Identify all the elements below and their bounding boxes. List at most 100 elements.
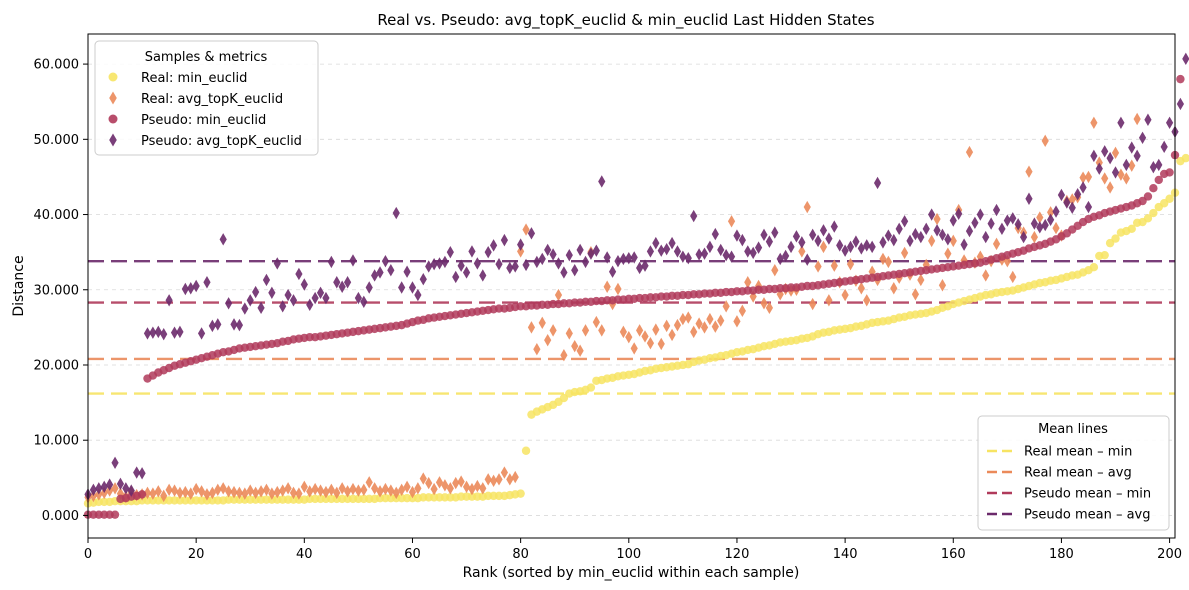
data-point: [917, 230, 925, 244]
x-axis-ticks: 0 20 40 60 80 100 120 140 160 180 200: [84, 538, 1182, 562]
data-point: [630, 342, 638, 355]
data-point: [998, 222, 1006, 236]
data-point: [571, 264, 579, 277]
data-point: [830, 220, 838, 233]
x-tick-label: 160: [941, 547, 966, 562]
legend-means-box: [977, 415, 1170, 531]
data-point: [1176, 74, 1185, 84]
data-point: [1122, 158, 1130, 172]
data-point: [208, 486, 216, 500]
data-point: [522, 223, 530, 236]
data-point: [625, 251, 633, 265]
data-point: [706, 312, 714, 326]
data-point: [895, 222, 903, 236]
data-point: [538, 252, 546, 266]
data-point: [571, 339, 579, 353]
data-point: [381, 254, 390, 268]
data-point: [901, 215, 909, 228]
data-point: [1182, 52, 1189, 66]
data-point: [284, 288, 292, 302]
data-point: [857, 242, 865, 255]
data-point: [868, 240, 876, 254]
data-point: [446, 482, 454, 495]
data-point: [127, 484, 135, 497]
legend-label: Real: avg_topK_euclid: [141, 92, 283, 107]
data-point: [576, 344, 584, 357]
data-point: [268, 286, 276, 299]
data-point: [646, 245, 655, 258]
data-point: [1149, 208, 1158, 218]
data-point: [727, 250, 736, 263]
legend-label: Pseudo: min_euclid: [141, 113, 266, 128]
data-point: [354, 291, 362, 305]
data-point: [614, 254, 622, 268]
data-point: [809, 228, 817, 242]
data-point: [262, 273, 271, 287]
y-tick-label: 60.000: [34, 58, 80, 73]
data-point: [803, 200, 811, 214]
data-point: [365, 476, 373, 489]
data-point: [1127, 224, 1136, 234]
series-2: [83, 74, 1185, 519]
data-point: [652, 236, 660, 250]
data-point: [500, 466, 509, 479]
data-point: [300, 278, 308, 291]
data-point: [479, 482, 487, 495]
data-point: [1106, 181, 1114, 194]
data-point: [744, 245, 752, 258]
data-point: [284, 482, 292, 495]
data-point: [165, 483, 173, 497]
data-point: [414, 288, 422, 302]
data-point: [371, 482, 379, 495]
data-point: [819, 224, 828, 237]
data-point: [95, 482, 103, 495]
data-point: [846, 240, 855, 254]
data-point: [111, 482, 119, 495]
data-point: [387, 264, 395, 277]
data-point: [527, 227, 536, 240]
data-point: [928, 208, 936, 221]
data-point: [576, 243, 584, 257]
data-point: [619, 252, 627, 266]
data-point: [722, 300, 730, 313]
data-point: [992, 237, 1001, 251]
data-point: [944, 247, 952, 260]
data-point: [170, 484, 179, 497]
data-point: [506, 473, 514, 486]
data-point: [137, 490, 147, 499]
data-point: [268, 487, 276, 500]
data-point: [603, 280, 611, 293]
data-point: [241, 302, 249, 315]
data-point: [971, 216, 979, 230]
data-point: [1101, 172, 1109, 185]
data-point: [484, 473, 492, 486]
data-point: [581, 324, 590, 337]
data-point: [771, 226, 779, 239]
data-point: [289, 294, 298, 307]
data-point: [187, 282, 195, 295]
x-axis-label: Rank (sorted by min_euclid within each s…: [463, 565, 800, 581]
data-point: [711, 320, 719, 333]
data-point: [652, 323, 660, 336]
data-point: [111, 456, 119, 469]
data-point: [1165, 116, 1174, 129]
data-point: [684, 251, 692, 265]
data-point: [203, 488, 211, 501]
data-point: [311, 291, 319, 305]
data-point: [587, 247, 595, 260]
data-point: [749, 246, 757, 260]
data-point: [360, 295, 368, 308]
data-point: [863, 294, 871, 307]
data-point: [192, 482, 200, 496]
legend-samples-box: [94, 40, 319, 156]
data-point: [489, 239, 498, 252]
data-point: [738, 233, 746, 247]
data-point: [392, 206, 400, 220]
data-point: [608, 265, 617, 278]
data-point: [446, 245, 454, 259]
data-point: [673, 318, 682, 332]
data-point: [1047, 213, 1055, 227]
data-point: [176, 486, 184, 500]
data-point: [187, 487, 195, 500]
data-point: [165, 294, 173, 307]
